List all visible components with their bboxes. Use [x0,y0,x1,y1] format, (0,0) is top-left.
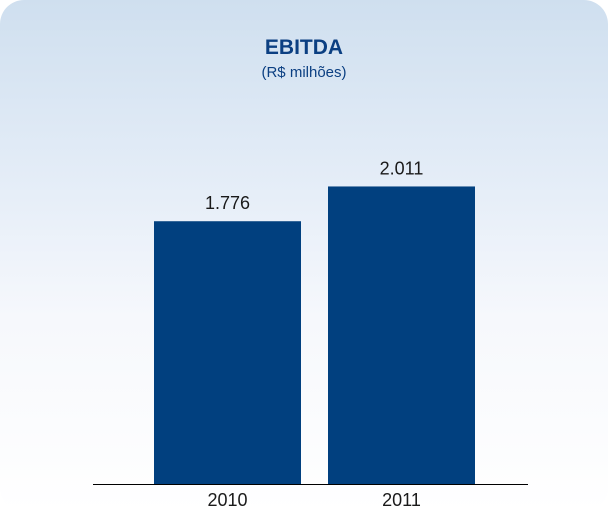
tick-label-2011: 2011 [382,490,421,510]
chart-subtitle: (R$ milhões) [261,64,347,81]
bar-2010 [154,221,301,484]
chart-title: EBITDA [264,36,344,59]
bar-2011 [328,186,475,484]
value-labels-group: 1.776 2.011 [205,158,423,213]
bars-group [154,186,475,484]
value-label-2010: 1.776 [205,193,250,213]
tick-label-2010: 2010 [207,490,247,510]
value-label-2011: 2.011 [380,158,424,178]
tick-labels-group: 2010 2011 [207,490,420,510]
